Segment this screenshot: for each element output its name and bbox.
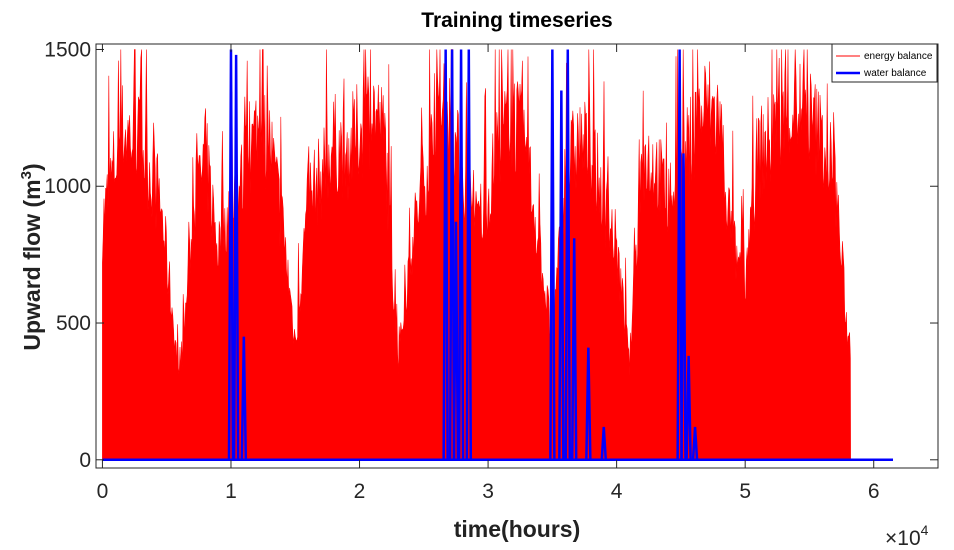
water-balance-spike — [585, 347, 592, 460]
y-axis-label-close: ) — [19, 163, 45, 171]
water-balance-spike — [600, 426, 608, 460]
water-balance-series — [102, 49, 894, 462]
x-tick-label: 2 — [354, 480, 366, 503]
y-tick-label: 500 — [56, 312, 91, 335]
water-balance-spike — [442, 49, 449, 460]
y-axis-label: Upward flow (m3) — [18, 163, 45, 350]
x-tick-label: 3 — [482, 480, 494, 503]
x-tick-label: 0 — [97, 480, 109, 503]
y-tick-label: 0 — [79, 449, 91, 472]
water-balance-spike — [558, 90, 565, 460]
water-balance-spike — [680, 153, 687, 460]
x-tick-label: 6 — [868, 480, 880, 503]
legend-label-energy-balance: energy balance — [864, 51, 933, 62]
energy-balance-series — [102, 49, 851, 461]
y-tick-label: 1500 — [44, 38, 91, 61]
water-balance-spike — [465, 49, 473, 460]
legend: energy balance water balance — [831, 43, 938, 83]
water-balance-spike — [676, 49, 683, 460]
x-tick-label: 1 — [225, 480, 237, 503]
x-tick-label: 5 — [739, 480, 751, 503]
chart-title: Training timeseries — [421, 9, 612, 32]
water-balance-spike — [232, 54, 240, 460]
x-axis-label: time(hours) — [454, 516, 581, 542]
water-balance-spike — [240, 336, 248, 460]
x-axis-multiplier-base: ×10 — [885, 527, 921, 550]
water-balance-spike — [685, 355, 692, 460]
water-balance-spike — [452, 221, 460, 460]
y-axis-label-main: Upward flow (m — [19, 179, 45, 350]
legend-box — [831, 43, 938, 83]
x-axis-multiplier: ×104 — [885, 522, 929, 550]
x-tick-label: 4 — [611, 480, 623, 503]
energy-balance-area — [102, 49, 851, 461]
water-balance-spike — [564, 49, 572, 460]
water-balance-spike — [457, 49, 465, 460]
legend-label-water-balance: water balance — [863, 68, 927, 79]
water-balance-spike — [448, 49, 456, 460]
water-balance-spike — [570, 238, 578, 460]
y-axis-label-superscript: 3 — [18, 171, 35, 179]
axes: 0 1 2 3 4 5 6 0 500 1000 1500 — [44, 38, 939, 503]
plot-area-border — [95, 43, 939, 469]
water-balance-spike — [691, 426, 699, 460]
x-axis-multiplier-exponent: 4 — [921, 522, 929, 538]
water-balance-spike — [549, 49, 556, 460]
y-tick-label: 1000 — [44, 175, 91, 198]
